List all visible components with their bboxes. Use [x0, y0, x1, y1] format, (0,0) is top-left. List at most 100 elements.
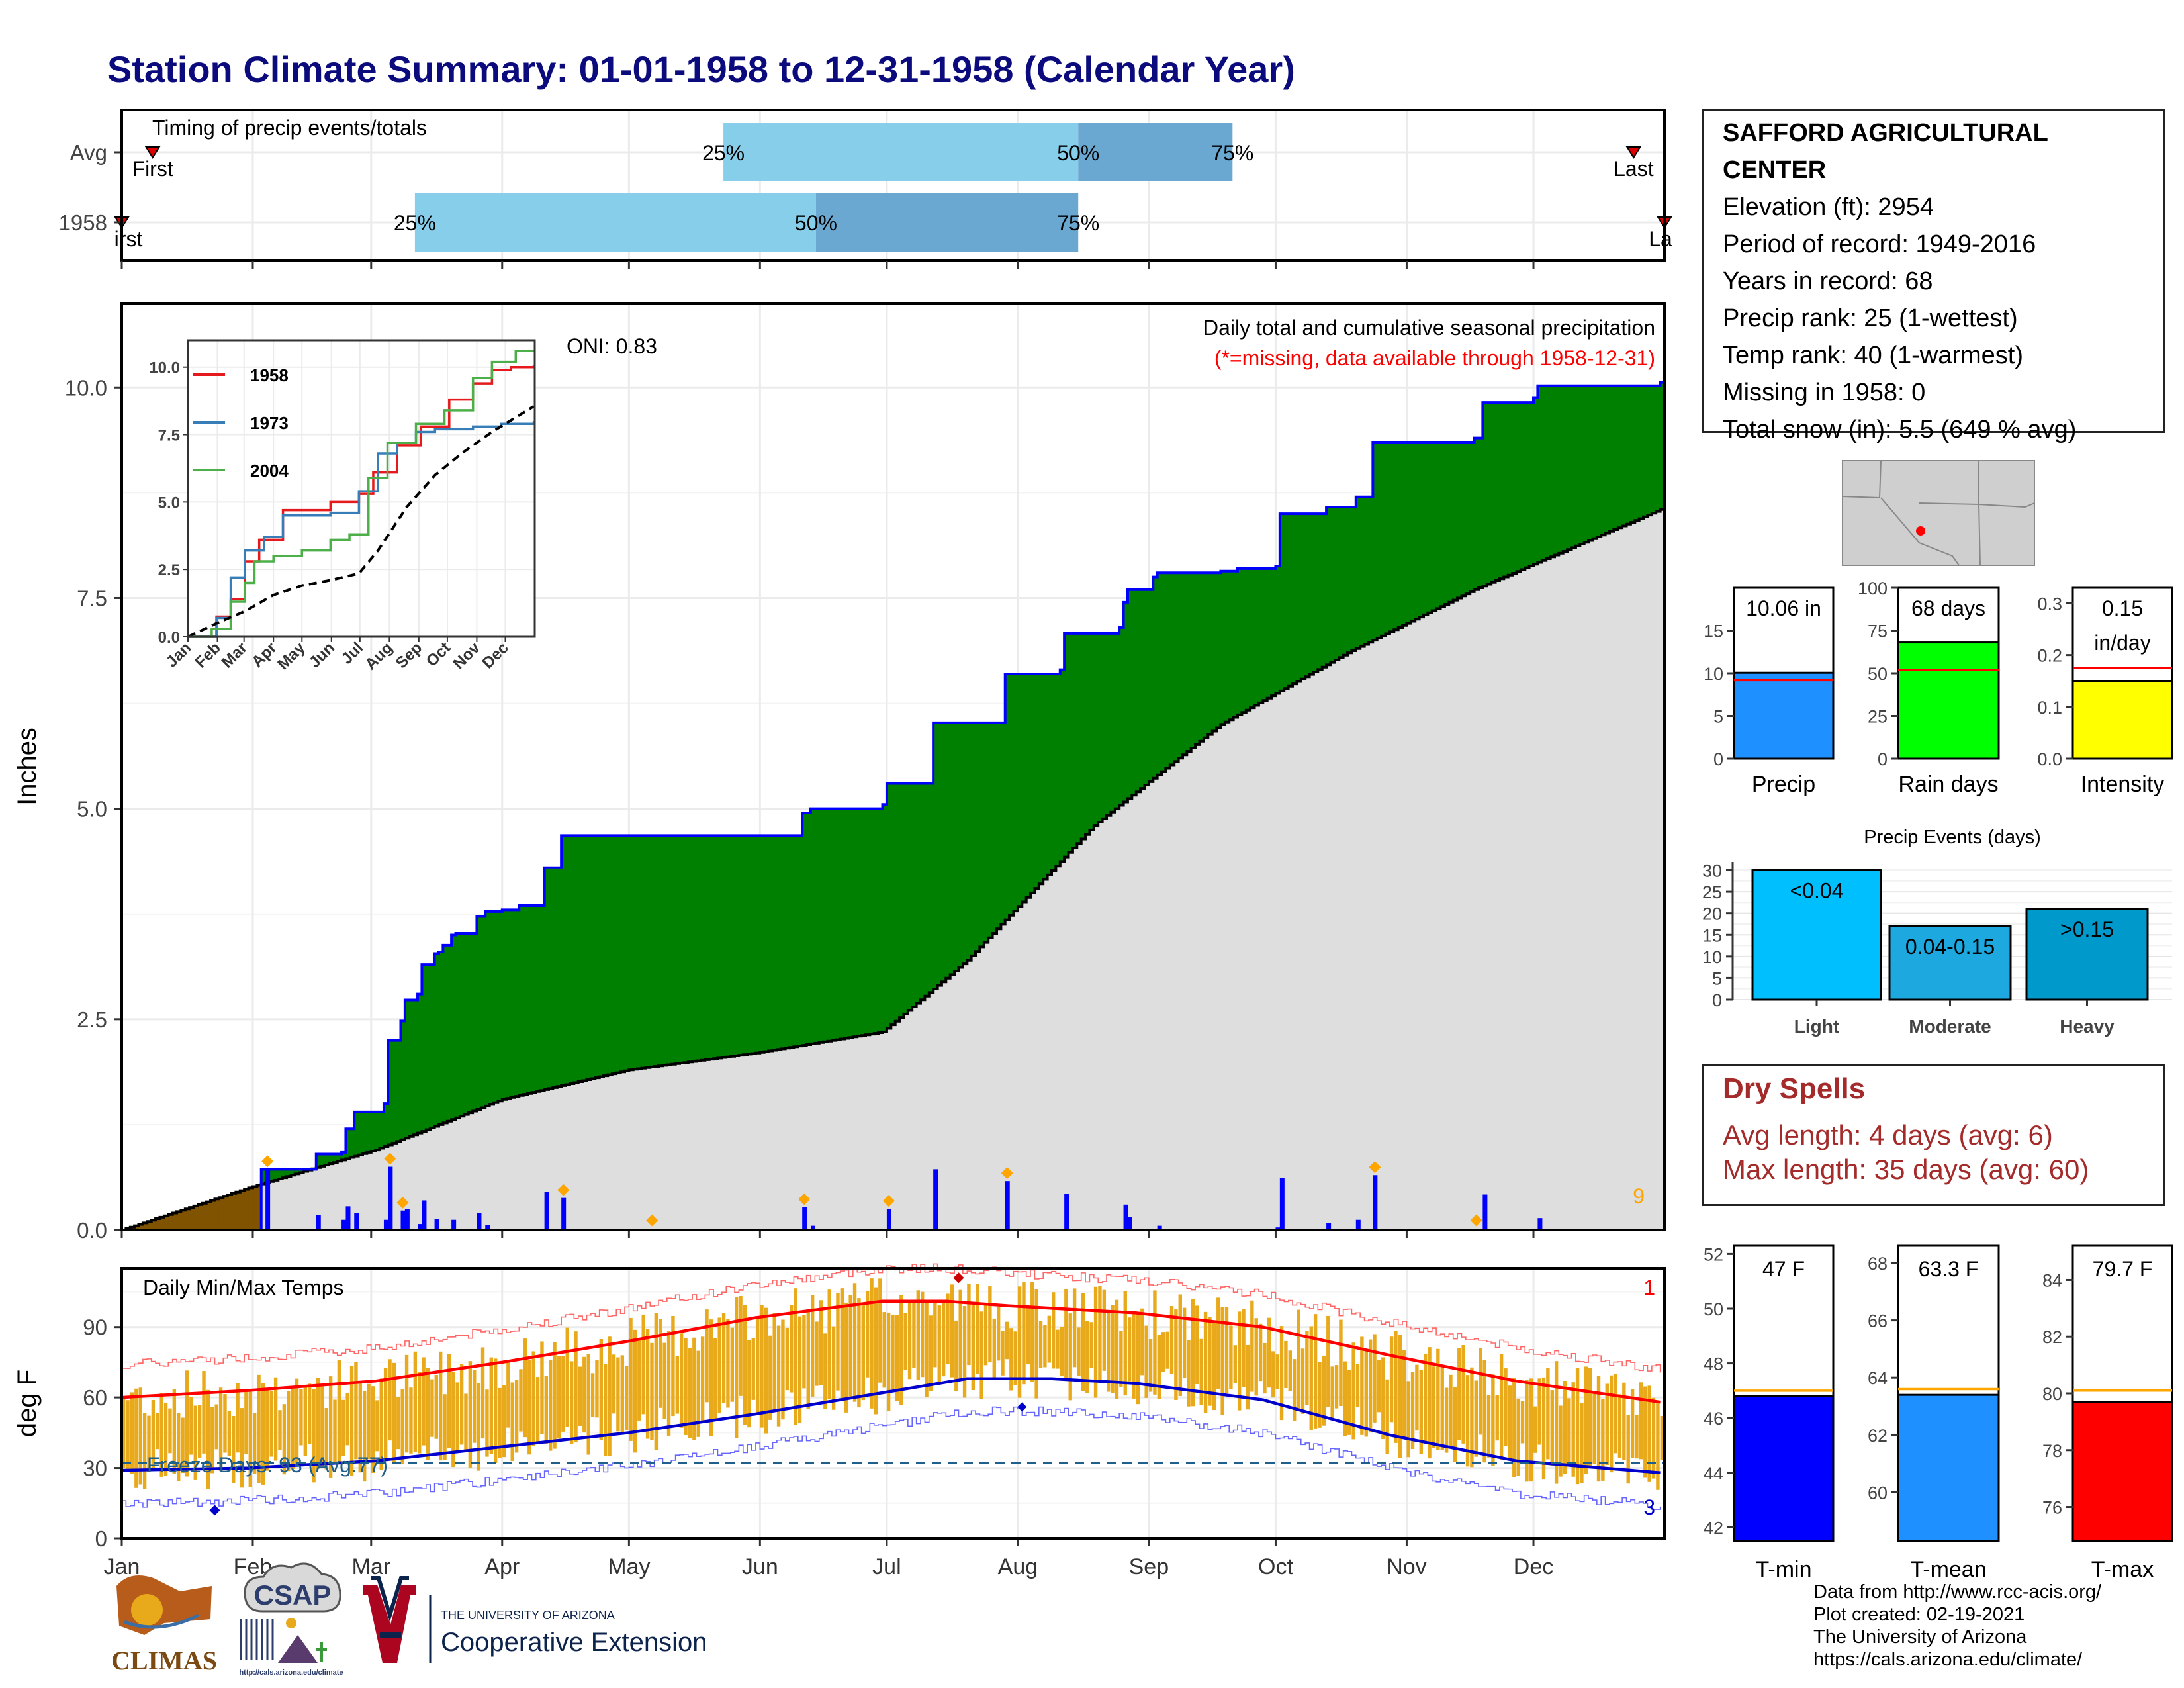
- temps-daily-bar: [659, 1319, 662, 1408]
- precip-above-day: [1423, 442, 1428, 615]
- precip-above-day: [679, 835, 684, 1063]
- station-temp-rank: Temp rank: 40 (1-warmest): [1723, 342, 2024, 369]
- temps-daily-bar: [895, 1315, 899, 1402]
- temps-daily-bar: [1107, 1310, 1111, 1392]
- precip-above-day: [514, 910, 520, 1097]
- precip-event-marker: [384, 1152, 396, 1165]
- precip-daily-bar: [422, 1200, 427, 1230]
- precip-above-day: [1089, 633, 1095, 830]
- temps-daily-bar: [130, 1392, 134, 1474]
- precip-events-title: Precip Events (days): [1864, 827, 2041, 848]
- temps-daily-bar: [1567, 1398, 1571, 1466]
- temps-daily-bar: [620, 1355, 624, 1435]
- precip-above-day: [730, 835, 735, 1056]
- temps-daily-bar: [671, 1315, 675, 1417]
- temps-daily-bar: [1529, 1378, 1533, 1482]
- temps-daily-bar: [827, 1289, 831, 1399]
- temps-daily-bar: [477, 1383, 480, 1471]
- temps-daily-bar: [992, 1318, 996, 1379]
- temp-summary-value-label: 47 F: [1762, 1257, 1805, 1281]
- precip-above-day: [333, 1154, 338, 1163]
- precip-above-day: [1596, 385, 1602, 538]
- timing-row-label: Avg: [70, 140, 107, 165]
- temps-daily-bar: [1038, 1321, 1043, 1368]
- temps-daily-bar: [721, 1313, 726, 1403]
- precip-above-day: [477, 916, 482, 1109]
- page-title: Station Climate Summary: 01-01-1958 to 1…: [107, 48, 1295, 90]
- temps-daily-bar: [1486, 1395, 1491, 1458]
- csap-sun-icon: [286, 1618, 296, 1628]
- temps-daily-bar: [1596, 1376, 1601, 1482]
- temps-ytick-label: 30: [83, 1456, 107, 1481]
- precip-above-day: [764, 835, 769, 1052]
- precip-above-day: [852, 808, 858, 1037]
- temp-summary-ytick-label: 66: [1868, 1311, 1888, 1331]
- temps-daily-bar: [899, 1295, 903, 1405]
- temp-summary-bar: [1897, 1393, 2000, 1542]
- precip-above-day: [1229, 571, 1234, 720]
- temps-daily-bar: [608, 1336, 612, 1456]
- timing-last-label: La: [1649, 227, 1672, 251]
- csap-cloud-icon: [244, 1562, 341, 1613]
- events-bar-label: 0.04-0.15: [1905, 935, 1995, 959]
- temps-daily-bar: [599, 1339, 604, 1440]
- precip-above-day: [282, 1169, 287, 1178]
- precip-above-day: [1444, 442, 1449, 604]
- temp-summary-ytick-label: 46: [1704, 1409, 1723, 1429]
- temps-daily-bar: [1216, 1297, 1220, 1389]
- temps-daily-bar: [1220, 1307, 1224, 1415]
- precip-daily-bar: [388, 1166, 393, 1230]
- precip-above-day: [671, 835, 676, 1064]
- summary-panel-intensity: 0.15 in/day 0.0 0.1 0.2 0.3 Intensity: [2037, 586, 2173, 797]
- temps-daily-bar: [379, 1378, 383, 1470]
- temps-daily-bar: [802, 1315, 806, 1389]
- precip-above-day: [865, 808, 870, 1035]
- inset-legend-label: 1973: [250, 413, 289, 433]
- precip-daily-bar: [1373, 1175, 1378, 1230]
- temps-daily-bar: [341, 1399, 345, 1456]
- inset-average-line: [187, 405, 535, 638]
- temps-daily-bar: [409, 1387, 413, 1454]
- precip-above-average-area: [261, 382, 1665, 1184]
- precip-below-day: [206, 1201, 211, 1230]
- precip-above-day: [498, 911, 503, 1102]
- temps-daily-bar: [1161, 1332, 1165, 1372]
- precip-above-day: [1508, 402, 1513, 575]
- precip-above-day: [1571, 385, 1576, 548]
- summary-label: Intensity: [2081, 772, 2165, 797]
- temps-daily-bar: [1017, 1286, 1022, 1398]
- temps-record-high-marker: [953, 1272, 964, 1284]
- temps-daily-bar: [1077, 1327, 1081, 1376]
- temps-daily-bar: [447, 1354, 451, 1448]
- temps-daily-bar: [857, 1298, 861, 1408]
- precip-above-day: [1047, 674, 1052, 875]
- temp-summary-bar: [2071, 1401, 2173, 1542]
- precip-ytick-label: 0.0: [77, 1218, 107, 1243]
- precip-above-day: [1107, 633, 1111, 816]
- temps-daily-bar: [1178, 1294, 1182, 1397]
- temps-daily-bar: [240, 1408, 244, 1488]
- precip-below-day: [210, 1200, 216, 1230]
- temps-daily-bar: [684, 1338, 688, 1435]
- precip-above-day: [1220, 571, 1226, 725]
- precip-above-day: [823, 808, 829, 1042]
- precip-above-day: [1643, 385, 1649, 517]
- precip-above-day: [929, 783, 934, 993]
- temps-daily-bar: [248, 1390, 252, 1487]
- temps-daily-bar: [604, 1364, 608, 1456]
- precip-event-marker: [1001, 1167, 1013, 1180]
- precip-above-day: [709, 835, 714, 1060]
- precip-above-day: [1512, 402, 1518, 573]
- events-category-label: Moderate: [1909, 1016, 1991, 1037]
- temps-daily-bar: [1182, 1307, 1187, 1379]
- summary-value-label: 0.15: [2102, 596, 2143, 620]
- summary-panel-precip: 10.06 in 0 5 10 15 Precip: [1704, 586, 1835, 797]
- precip-event-marker: [557, 1184, 570, 1196]
- temps-daily-bar: [291, 1385, 295, 1470]
- temps-daily-bar: [713, 1338, 717, 1421]
- timing-bar-q2: [815, 193, 1079, 252]
- temps-daily-bar: [375, 1400, 379, 1452]
- precip-above-day: [836, 808, 841, 1040]
- temps-daily-bar: [760, 1305, 764, 1428]
- precip-above-day: [337, 1154, 342, 1162]
